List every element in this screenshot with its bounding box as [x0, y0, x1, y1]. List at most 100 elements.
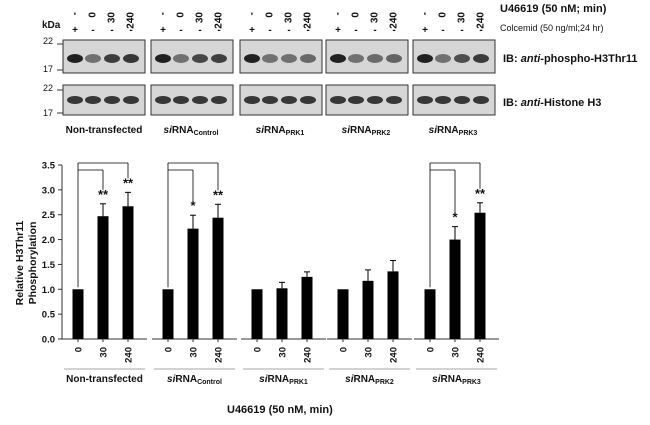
group-label-subscript: PRK3 [459, 130, 478, 137]
blot-band [386, 96, 402, 104]
significance-marker: ** [475, 186, 486, 201]
blot-band [85, 96, 101, 104]
group-label-main: Non-transfected [66, 125, 143, 136]
group-label-subscript: Control [197, 379, 222, 386]
y-tick-label: 1.5 [42, 260, 56, 271]
x-tick-label: 240 [214, 347, 225, 363]
row2-ib: IB: [503, 97, 521, 109]
blot-group-label: siRNAPRK2 [342, 125, 391, 137]
blot-band [244, 54, 260, 63]
bar [122, 206, 134, 339]
y-tick-label: 0.0 [42, 335, 55, 346]
blot-band [192, 96, 208, 104]
blot-band [211, 96, 227, 104]
blot-group-label: siRNAControl [164, 125, 219, 137]
row1-antibody-label: IB: anti-phospho-H3Thr11 [503, 53, 637, 65]
blot-band [123, 54, 139, 63]
blot-band [367, 54, 383, 63]
x-tick-label: 0 [164, 347, 175, 352]
blot-band [330, 96, 346, 104]
group-label-subscript: Control [194, 130, 219, 137]
chart-group-label: Non-transfected [66, 374, 143, 385]
group-label-prefix: si [167, 374, 176, 385]
significance-marker: * [190, 198, 196, 213]
colcemid-mark: - [91, 25, 94, 36]
colcemid-mark: - [268, 25, 271, 36]
blot-band [104, 96, 120, 104]
blot-band [173, 54, 189, 63]
bar [362, 280, 374, 339]
marker-22-top: 22 [43, 36, 54, 46]
blot-band [454, 96, 470, 104]
blot-band [123, 96, 139, 104]
blot-lane-label: - [333, 12, 344, 15]
blot-lane-label: - [247, 12, 258, 15]
colcemid-mark: - [198, 25, 201, 36]
blot-band [330, 54, 346, 63]
colcemid-mark: - [179, 25, 182, 36]
group-label-prefix: si [256, 125, 265, 136]
blot-band [155, 96, 171, 104]
blot-band [173, 96, 189, 104]
chart-group-label: siRNAControl [167, 374, 222, 386]
x-tick-label: 240 [476, 347, 487, 363]
bar [387, 271, 399, 339]
blot-lane-label: 0 [88, 12, 99, 18]
colcemid-label: Colcemid (50 ng/ml;24 hr) [500, 23, 604, 33]
bar [251, 289, 263, 339]
group-label-prefix: si [432, 374, 441, 385]
bar [449, 239, 461, 339]
blot-band [473, 54, 489, 63]
x-tick-label: 0 [339, 347, 350, 352]
colcemid-mark: - [354, 25, 357, 36]
blot-lane-label: 240 [303, 12, 314, 29]
colcemid-mark: - [441, 25, 444, 36]
blot-lane-label: 0 [176, 12, 187, 18]
blot-band [67, 96, 83, 104]
x-tick-label: 30 [278, 347, 289, 358]
blot-band [300, 96, 316, 104]
colcemid-mark: - [306, 25, 309, 36]
colcemid-mark: - [373, 25, 376, 36]
bar [162, 289, 174, 339]
colcemid-mark: - [392, 25, 395, 36]
blot-lane-label: - [70, 12, 81, 15]
colcemid-mark: - [460, 25, 463, 36]
group-label-main: RNA [437, 125, 459, 136]
colcemid-mark: - [479, 25, 482, 36]
group-label-main: RNA [175, 374, 197, 385]
row2-rest: -Histone H3 [540, 97, 602, 109]
colcemid-mark: - [217, 25, 220, 36]
y-tick-label: 2.5 [42, 210, 56, 221]
y-tick-label: 3.0 [42, 185, 55, 196]
blot-lane-label: - [420, 12, 431, 15]
group-label-subscript: PRK1 [289, 379, 308, 386]
blot-lane-label: 30 [107, 12, 118, 24]
colcemid-mark: + [335, 25, 341, 36]
group-label-main: RNA [353, 374, 375, 385]
colcemid-mark: - [129, 25, 132, 36]
y-tick-label: 0.5 [42, 310, 56, 321]
blot-band [417, 96, 433, 104]
blot-lane-label: 30 [370, 12, 381, 24]
significance-marker: ** [123, 175, 134, 190]
blot-lane-label: 240 [126, 12, 137, 29]
marker-22-bottom: 22 [43, 83, 54, 93]
blot-band [104, 54, 120, 63]
group-label-subscript: PRK1 [286, 130, 305, 137]
treatment-header: U46619 (50 nM; min) [500, 3, 607, 15]
significance-marker: ** [213, 187, 224, 202]
blot-lane-label: 0 [265, 12, 276, 18]
group-label-main: RNA [172, 125, 194, 136]
group-label-main: RNA [267, 374, 289, 385]
blot-lane-label: 0 [438, 12, 449, 18]
chart-group-label: siRNAPRK2 [345, 374, 394, 386]
blot-band [67, 54, 83, 63]
blot-band [192, 54, 208, 63]
blot-group-label: siRNAPRK3 [429, 125, 478, 137]
blot-lane-label: 240 [476, 12, 487, 29]
colcemid-mark: + [249, 25, 255, 36]
x-tick-label: 0 [74, 347, 85, 352]
blot-band [244, 96, 260, 104]
